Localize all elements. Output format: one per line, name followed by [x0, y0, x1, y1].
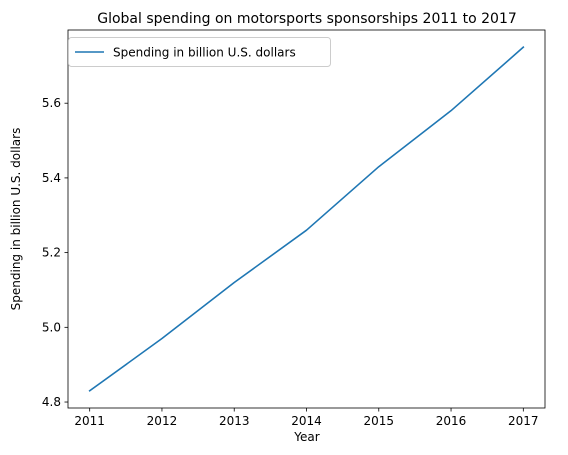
- x-tick-label: 2011: [74, 414, 105, 428]
- y-tick-label: 5.4: [42, 171, 61, 185]
- x-axis-label: Year: [293, 430, 319, 444]
- x-tick-label: 2013: [219, 414, 250, 428]
- chart-title: Global spending on motorsports sponsorsh…: [97, 11, 517, 27]
- x-axis-ticks: 2011 2012 2013 2014 2015 2016 2017: [74, 408, 539, 428]
- plot-background: [68, 30, 545, 408]
- series-line-0: [88, 46, 525, 392]
- x-tick-label: 2014: [291, 414, 322, 428]
- x-tick-label: 2017: [508, 414, 539, 428]
- series-layer: [88, 46, 525, 392]
- y-tick-label: 5.0: [42, 320, 61, 334]
- legend: Spending in billion U.S. dollars: [68, 37, 331, 67]
- x-tick-label: 2016: [436, 414, 467, 428]
- x-tick-label: 2012: [147, 414, 178, 428]
- y-tick-label: 4.8: [42, 395, 61, 409]
- y-tick-label: 5.6: [42, 96, 61, 110]
- y-axis-label: Spending in billion U.S. dollars: [9, 128, 23, 311]
- y-tick-label: 5.2: [42, 246, 61, 260]
- legend-box: [68, 37, 331, 67]
- x-tick-label: 2015: [363, 414, 394, 428]
- legend-label: Spending in billion U.S. dollars: [113, 46, 296, 60]
- y-axis-ticks: 4.8 5.0 5.2 5.4 5.6: [42, 96, 68, 409]
- plot-area: [67, 29, 546, 409]
